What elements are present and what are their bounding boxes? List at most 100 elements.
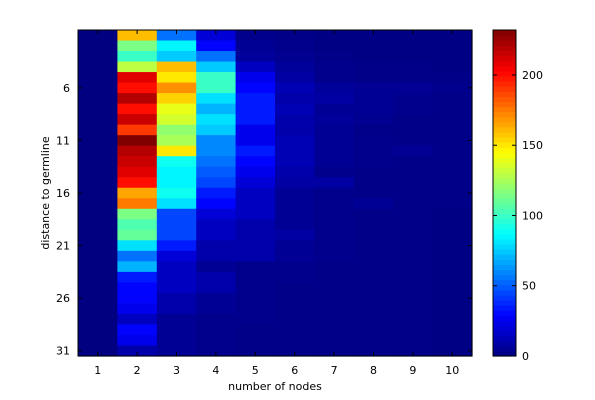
- y-axis-ticks: 6 11 16 21 26 31: [56, 82, 472, 358]
- heatmap-cell: [156, 250, 197, 262]
- heatmap-cell: [78, 30, 118, 42]
- heatmap-cell: [353, 313, 394, 326]
- heatmap-cell: [78, 51, 118, 63]
- heatmap-cell: [393, 345, 434, 357]
- heatmap-cell: [235, 156, 276, 168]
- heatmap-cell: [275, 166, 315, 178]
- x-tick-label: 3: [173, 364, 180, 377]
- colorbar-segment: [493, 131, 516, 138]
- heatmap-cell: [432, 229, 473, 241]
- heatmap-cell: [393, 229, 434, 241]
- heatmap-cell: [117, 177, 158, 189]
- heatmap-cell: [275, 93, 315, 105]
- y-tick-label: 21: [56, 240, 70, 253]
- heatmap-cell: [393, 313, 434, 326]
- heatmap-cell: [117, 313, 158, 326]
- heatmap-cell: [78, 156, 118, 168]
- heatmap-cell: [78, 229, 118, 241]
- colorbar-segment: [493, 172, 516, 179]
- heatmap-cell: [235, 61, 276, 73]
- heatmap-cell: [156, 303, 197, 315]
- heatmap-cell: [117, 271, 158, 283]
- heatmap-cell: [432, 261, 473, 273]
- heatmap-cell: [275, 261, 315, 273]
- heatmap-cell: [156, 61, 197, 73]
- heatmap-cell: [393, 61, 434, 73]
- heatmap-cell: [393, 114, 434, 126]
- colorbar-segment: [493, 279, 516, 286]
- heatmap-cell: [156, 345, 197, 357]
- heatmap-cell: [393, 135, 434, 147]
- heatmap-cell: [235, 124, 276, 136]
- heatmap-cell: [275, 135, 315, 147]
- heatmap-cell: [196, 177, 237, 189]
- heatmap-cell: [117, 103, 158, 115]
- heatmap-cell: [235, 282, 276, 294]
- x-tick-label: 1: [94, 364, 101, 377]
- colorbar-tick-label: 50: [522, 280, 536, 293]
- heatmap-cell: [432, 114, 473, 126]
- heatmap-cell: [314, 240, 355, 252]
- x-axis-ticks: 1 2 3 4 5 6 7 8 9 10: [94, 30, 459, 377]
- heatmap-cell: [156, 261, 197, 273]
- heatmap-cell: [235, 334, 276, 347]
- heatmap-cell: [78, 334, 118, 347]
- heatmap-cell: [156, 187, 197, 199]
- heatmap-cell: [314, 229, 355, 241]
- colorbar-segment: [493, 126, 516, 133]
- heatmap-cell: [78, 135, 118, 147]
- heatmap-cell: [314, 93, 355, 105]
- heatmap-cell: [78, 40, 118, 52]
- heatmap-cell: [432, 271, 473, 283]
- heatmap-cell: [156, 177, 197, 189]
- heatmap-cell: [275, 219, 315, 231]
- colorbar-segment: [493, 152, 516, 158]
- heatmap-cell: [314, 30, 355, 42]
- heatmap-cell: [78, 61, 118, 73]
- heatmap-cell: [314, 114, 355, 126]
- heatmap-cell: [275, 187, 315, 199]
- heatmap-cell: [196, 313, 237, 326]
- heatmap-cell: [196, 324, 237, 336]
- heatmap-cell: [117, 303, 158, 315]
- heatmap-cell: [432, 103, 473, 115]
- heatmap-cell: [393, 219, 434, 231]
- heatmap-cell: [196, 124, 237, 136]
- colorbar-segment: [493, 264, 516, 270]
- heatmap-cell: [117, 93, 158, 105]
- heatmap-cell: [314, 261, 355, 273]
- heatmap-cell: [353, 198, 394, 210]
- heatmap-cell: [314, 219, 355, 231]
- heatmap-cell: [196, 82, 237, 94]
- heatmap-cell: [156, 103, 197, 115]
- heatmap-cell: [117, 345, 158, 357]
- heatmap-cell: [196, 93, 237, 105]
- heatmap-cell: [432, 93, 473, 105]
- colorbar-segment: [493, 136, 516, 143]
- heatmap-cell: [78, 345, 118, 357]
- heatmap-cell: [314, 313, 355, 326]
- heatmap-cell: [314, 166, 355, 178]
- colorbar-segment: [493, 55, 516, 62]
- heatmap-cell: [196, 114, 237, 126]
- heatmap-cell: [235, 177, 276, 189]
- heatmap-cell: [353, 114, 394, 126]
- colorbar-segment: [493, 40, 516, 46]
- heatmap-cell: [196, 303, 237, 315]
- heatmap-cell: [156, 198, 197, 210]
- y-tick-label: 6: [63, 82, 70, 95]
- heatmap-cell: [235, 271, 276, 283]
- heatmap-cell: [314, 124, 355, 136]
- colorbar-tick-label: 100: [522, 209, 543, 222]
- colorbar-segment: [493, 198, 516, 204]
- heatmap-cell: [353, 282, 394, 294]
- heatmap-cell: [432, 208, 473, 220]
- heatmap-cell: [275, 103, 315, 115]
- colorbar-segment: [493, 91, 516, 97]
- heatmap-cell: [156, 292, 197, 305]
- heatmap-cell: [117, 72, 158, 84]
- heatmap-cell: [314, 135, 355, 147]
- heatmap-cell: [78, 177, 118, 189]
- heatmap-cell: [196, 40, 237, 52]
- heatmap-cell: [78, 219, 118, 231]
